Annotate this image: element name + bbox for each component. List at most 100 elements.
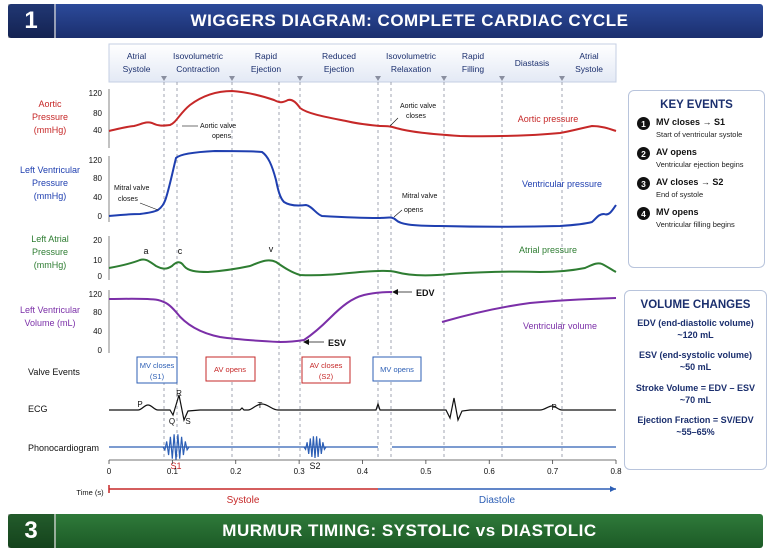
ecg-label: ECG xyxy=(28,404,48,414)
time-tick-label-0: 0 xyxy=(107,467,112,476)
mv-closes-annotation-1: Mitral valve xyxy=(114,185,150,192)
time-tick-label-4: 0.4 xyxy=(357,467,369,476)
mv-closes-pointer xyxy=(139,202,159,211)
bottom-banner: 3 MURMUR TIMING: SYSTOLIC vs DIASTOLIC xyxy=(8,514,763,548)
key-event-1-number: 1 xyxy=(637,117,650,130)
ecg-trace xyxy=(109,394,616,423)
la-tick-10: 10 xyxy=(93,256,102,265)
volume-changes-title: VOLUME CHANGES xyxy=(640,299,751,311)
phase-4-label-1: Reduced xyxy=(322,51,356,61)
time-axis-ticks: 0 0.1 0.2 0.3 0.4 0.5 0.6 0.7 0.8 xyxy=(107,460,622,476)
valve-box-2-line-1: AV opens xyxy=(214,365,246,374)
time-tick-label-2: 0.2 xyxy=(230,467,242,476)
la-pressure-label-1: Left Atrial xyxy=(31,234,69,244)
valve-box-3-line-1: AV closes xyxy=(310,361,343,370)
stroke-volume-line-1: Stroke Volume = EDV – ESV xyxy=(635,382,756,393)
aortic-tick-120: 120 xyxy=(89,89,103,98)
aortic-tick-40: 40 xyxy=(93,126,102,135)
key-event-4: 4 MV opens Ventricular filling begins xyxy=(637,207,764,229)
valve-box-1-line-1: MV closes xyxy=(140,361,175,370)
vol-tick-0: 0 xyxy=(98,346,103,355)
phase-labels: Atrial Systole Isovolumetric Contraction Rap… xyxy=(123,51,604,74)
key-event-1: 1 MV closes → S1 Start of ventricular sy… xyxy=(637,117,764,139)
ecg-p-label: P xyxy=(137,400,142,409)
s1-label: S1 xyxy=(170,461,181,471)
diastole-label: Diastole xyxy=(479,495,516,506)
ejection-fraction-line-1: Ejection Fraction = SV/EDV xyxy=(637,414,754,425)
ecg-p2-label: P xyxy=(551,403,556,412)
lv-pressure-label-3: (mmHg) xyxy=(34,191,67,201)
key-events-panel: KEY EVENTS 1 MV closes → S1 Start of ven… xyxy=(628,90,765,268)
valve-event-av-opens: AV opens xyxy=(205,356,256,382)
valve-event-mv-closes: MV closes (S1) xyxy=(136,356,178,384)
key-event-2-number: 2 xyxy=(637,147,650,160)
section-number: 1 xyxy=(8,4,56,38)
time-tick-label-8: 0.8 xyxy=(610,467,622,476)
key-event-4-title: MV opens xyxy=(656,207,699,217)
key-event-4-number: 4 xyxy=(637,207,650,220)
lv-volume-label-1: Left Ventricular xyxy=(20,305,80,315)
time-axis-label: Time (s) xyxy=(76,488,104,497)
lv-tick-80: 80 xyxy=(93,174,102,183)
la-trace-label: Atrial pressure xyxy=(519,245,577,255)
valve-events-label: Valve Events xyxy=(28,367,80,377)
av-closes-annotation-1: Aortic valve xyxy=(400,103,436,110)
lv-tick-0: 0 xyxy=(98,212,103,221)
phase-1-label-2: Systole xyxy=(123,64,151,74)
phase-2-label-1: Isovolumetric xyxy=(173,51,224,61)
valve-box-1-line-2: (S1) xyxy=(150,372,165,381)
lv-tick-120: 120 xyxy=(89,156,103,165)
key-event-3-title: AV closes → S2 xyxy=(656,177,724,187)
section-number-3: 3 xyxy=(8,514,56,548)
lv-trace-label: Ventricular pressure xyxy=(522,179,602,189)
av-opens-annotation-1: Aortic valve xyxy=(200,123,236,130)
phase-8-label-2: Systole xyxy=(575,64,603,74)
ecg-r-label: R xyxy=(176,389,182,398)
pcg-label: Phonocardiogram xyxy=(28,443,99,453)
key-event-3-desc: End of systole xyxy=(656,190,704,199)
phase-arrows xyxy=(161,76,565,81)
time-tick-label-5: 0.5 xyxy=(420,467,432,476)
phase-6-label-2: Filling xyxy=(462,64,484,74)
phase-5-label-1: Isovolumetric xyxy=(386,51,437,61)
time-tick-label-6: 0.6 xyxy=(484,467,496,476)
phase-6-label-1: Rapid xyxy=(462,51,484,61)
lv-volume-trace-label: Ventricular volume xyxy=(523,321,597,331)
lv-volume-trace-systole xyxy=(108,291,393,344)
phase-5-label-2: Relaxation xyxy=(391,64,431,74)
key-events-title: KEY EVENTS xyxy=(660,99,733,111)
edv-definition-line-2: ~120 mL xyxy=(677,330,714,341)
phase-header xyxy=(108,43,617,83)
av-closes-pointer xyxy=(389,117,399,127)
esv-definition-line-1: ESV (end-systolic volume) xyxy=(638,350,753,361)
la-pressure-label-2: Pressure xyxy=(32,247,68,257)
ejection-fraction-definition: Ejection Fraction = SV/EDV ~55–65% xyxy=(629,414,762,438)
aortic-label-3: (mmHg) xyxy=(34,125,67,135)
phase-4-label-2: Ejection xyxy=(324,64,355,74)
valve-event-av-closes: AV closes (S2) xyxy=(301,356,351,384)
aortic-label-2: Pressure xyxy=(32,112,68,122)
la-tick-20: 20 xyxy=(93,236,102,245)
ecg-s-label: S xyxy=(185,417,190,426)
ecg-q-label: Q xyxy=(169,417,175,426)
key-event-2-desc: Ventricular ejection begins xyxy=(656,160,744,169)
la-pressure-label-3: (mmHg) xyxy=(34,260,67,270)
key-event-2-title: AV opens xyxy=(656,147,697,157)
aortic-label-1: Aortic xyxy=(38,99,62,109)
s2-label: S2 xyxy=(309,461,320,471)
phase-3-label-2: Ejection xyxy=(251,64,282,74)
la-pressure-trace xyxy=(108,258,617,277)
key-event-3: 3 AV closes → S2 End of systole xyxy=(637,177,764,199)
av-opens-annotation-2: opens xyxy=(212,133,232,140)
ejection-fraction-line-2: ~55–65% xyxy=(676,426,715,437)
stroke-volume-line-2: ~70 mL xyxy=(679,394,712,405)
lv-volume-label-2: Volume (mL) xyxy=(24,318,75,328)
lv-tick-40: 40 xyxy=(93,193,102,202)
esv-definition-line-2: ~50 mL xyxy=(679,362,712,373)
lv-volume-trace-diastole xyxy=(441,297,617,323)
esv-definition: ESV (end-systolic volume) ~50 mL xyxy=(629,349,762,373)
c-wave-label: c xyxy=(178,246,183,256)
esv-label: ESV xyxy=(328,338,346,348)
valve-event-mv-opens: MV opens xyxy=(372,356,422,382)
